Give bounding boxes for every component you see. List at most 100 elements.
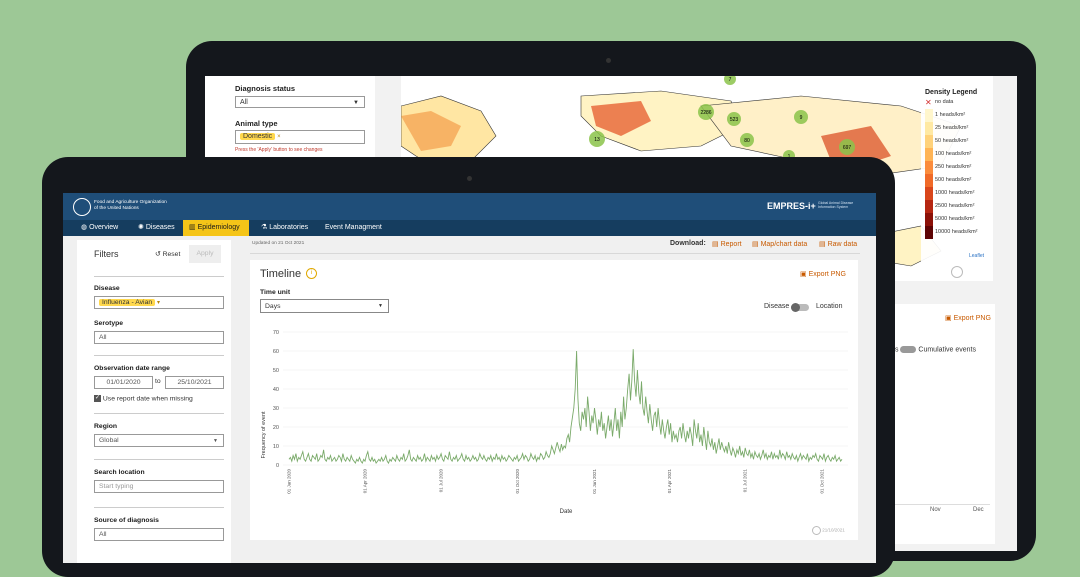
no-data-x-icon: ✕ bbox=[925, 98, 932, 107]
legend-swatch bbox=[925, 200, 933, 213]
tab-diseases[interactable]: ✺ Diseases bbox=[138, 220, 175, 236]
region-select[interactable]: Global ▼ bbox=[94, 434, 224, 447]
legend-item: 50 heads/km² bbox=[921, 135, 993, 148]
disease-location-toggle[interactable] bbox=[791, 303, 809, 312]
legend-item: 1000 heads/km² bbox=[921, 187, 993, 200]
legend-item-label: 2500 heads/km² bbox=[935, 203, 975, 209]
y-tick-label: 50 bbox=[273, 368, 279, 374]
serotype-select[interactable]: All bbox=[94, 331, 224, 344]
diagnosis-status-select[interactable]: All ▼ bbox=[235, 96, 365, 108]
time-unit-label: Time unit bbox=[260, 289, 291, 296]
main-content: Updated on 21 Oct 2021 Download: ▤ Repor… bbox=[250, 239, 860, 559]
chevron-down-icon: ▼ bbox=[353, 100, 359, 106]
apply-button[interactable]: Apply bbox=[189, 245, 221, 263]
series-line bbox=[288, 349, 843, 465]
close-icon[interactable]: × bbox=[277, 134, 281, 140]
y-tick-label: 60 bbox=[273, 349, 279, 355]
toggle-knob bbox=[791, 303, 800, 312]
y-tick-label: 30 bbox=[273, 406, 279, 412]
legend-item-label: 1000 heads/km² bbox=[935, 190, 975, 196]
tab-event-management[interactable]: Event Managment bbox=[325, 220, 382, 236]
legend-item: 25 heads/km² bbox=[921, 122, 993, 135]
updated-date: Updated on 21 Oct 2021 bbox=[252, 241, 305, 246]
org-name-line2: of the United Nations bbox=[94, 206, 139, 211]
y-tick-label: 40 bbox=[273, 387, 279, 393]
legend-item-label: 500 heads/km² bbox=[935, 177, 972, 183]
date-separator: to bbox=[155, 378, 161, 385]
disease-chip[interactable]: Influenza - Avian bbox=[99, 299, 156, 306]
source-diagnosis-select[interactable]: All bbox=[94, 528, 224, 541]
legend-swatch bbox=[925, 174, 933, 187]
y-axis-label: Frequency of event bbox=[261, 411, 267, 459]
divider bbox=[94, 355, 224, 356]
x-axis-label: Date bbox=[560, 509, 573, 515]
download-raw-link[interactable]: ▤ Raw data bbox=[819, 240, 857, 248]
fao-logo[interactable] bbox=[73, 198, 91, 216]
divider bbox=[94, 413, 224, 414]
front-webcam bbox=[467, 176, 472, 181]
tab-overview[interactable]: ◍ Overview bbox=[81, 220, 118, 236]
date-from-input[interactable]: 01/01/2020 bbox=[94, 376, 153, 389]
image-icon: ▣ bbox=[800, 271, 807, 278]
legend-item-label: 10000 heads/km² bbox=[935, 229, 978, 235]
info-icon[interactable]: i bbox=[306, 268, 317, 279]
chart-footer-date: 21/10/2021 bbox=[822, 527, 845, 533]
back-toggle-row: s Cumulative events bbox=[895, 346, 976, 353]
main-nav: ◍ Overview ✺ Diseases ▥ Epidemiology ⚗ L… bbox=[63, 220, 876, 236]
back-export-png[interactable]: ▣ Export PNG bbox=[945, 314, 991, 322]
legend-swatch bbox=[925, 109, 933, 122]
pdf-icon: ▤ bbox=[712, 241, 719, 248]
legend-item: 100 heads/km² bbox=[921, 148, 993, 161]
empres-brand[interactable]: EMPRES-i+ bbox=[767, 201, 816, 211]
timeline-title: Timeline bbox=[260, 268, 302, 280]
observation-date-label: Observation date range bbox=[94, 365, 170, 372]
x-tick-label: 01 Apr 2021 bbox=[667, 469, 672, 494]
tab-epidemiology-label: Epidemiology bbox=[197, 224, 240, 231]
map-cluster: 13 bbox=[594, 137, 600, 143]
x-tick-label: 01 Jan 2021 bbox=[592, 469, 597, 494]
tab-laboratories[interactable]: ⚗ Laboratories bbox=[261, 220, 308, 236]
image-icon: ▣ bbox=[945, 315, 952, 322]
diagnosis-status-value: All bbox=[240, 99, 248, 106]
legend-swatch bbox=[925, 161, 933, 174]
time-unit-select[interactable]: Days ▼ bbox=[260, 299, 389, 313]
tab-epidemiology[interactable]: ▥ Epidemiology bbox=[183, 220, 249, 236]
back-toggle-right: Cumulative events bbox=[918, 346, 976, 354]
use-report-date-row[interactable]: ✓ Use report date when missing bbox=[94, 395, 193, 402]
toggle-left-label: Disease bbox=[764, 303, 790, 310]
time-unit-value: Days bbox=[265, 303, 281, 310]
leaflet-attribution[interactable]: Leaflet bbox=[969, 253, 985, 259]
filters-title: Filters bbox=[94, 249, 119, 259]
toggle-right-label: Location bbox=[816, 303, 843, 310]
fao-logo-watermark bbox=[951, 266, 963, 278]
animal-type-label: Animal type bbox=[235, 119, 278, 128]
reset-button[interactable]: ↺ Reset bbox=[155, 250, 180, 258]
animal-type-select[interactable]: Domestic × bbox=[235, 130, 365, 144]
download-report-link[interactable]: ▤ Report bbox=[712, 240, 742, 248]
legend-swatch bbox=[925, 148, 933, 161]
disease-select[interactable]: Influenza - Avian ▾ bbox=[94, 296, 224, 309]
legend-item: ✕ no data bbox=[921, 96, 993, 109]
chart-footer: 21/10/2021 bbox=[812, 526, 845, 535]
y-tick-label: 70 bbox=[273, 330, 279, 336]
back-second-card: ▣ Export PNG s Cumulative events Nov Dec bbox=[895, 304, 995, 544]
reset-icon: ↺ bbox=[155, 251, 161, 258]
flask-icon: ⚗ bbox=[261, 224, 268, 231]
checkbox-checked-icon[interactable]: ✓ bbox=[94, 395, 101, 402]
legend-swatch bbox=[925, 226, 933, 239]
date-to-input[interactable]: 25/10/2021 bbox=[165, 376, 224, 389]
chip-dropdown-icon[interactable]: ▾ bbox=[157, 300, 161, 306]
download-map-chart-link[interactable]: ▤ Map/chart data bbox=[752, 240, 807, 248]
export-png-button[interactable]: ▣ Export PNG bbox=[800, 270, 846, 278]
back-toggle-switch[interactable] bbox=[900, 346, 917, 353]
map-cluster: 7 bbox=[729, 77, 732, 83]
apply-note: Press the 'Apply' button to see changes bbox=[235, 147, 323, 153]
legend-item: 2500 heads/km² bbox=[921, 200, 993, 213]
search-location-input[interactable]: Start typing bbox=[94, 480, 224, 493]
tab-event-management-label: Event Managment bbox=[325, 224, 382, 231]
timeline-chart[interactable]: 0 10 20 30 40 50 60 70 01 Jan 2020 01 Apr 2020 01… bbox=[250, 320, 858, 520]
animal-type-chip[interactable]: Domestic bbox=[240, 133, 276, 140]
x-tick-label: 01 Jan 2020 bbox=[287, 469, 292, 494]
map-cluster: 2286 bbox=[700, 110, 711, 116]
report-label: Report bbox=[720, 241, 742, 248]
